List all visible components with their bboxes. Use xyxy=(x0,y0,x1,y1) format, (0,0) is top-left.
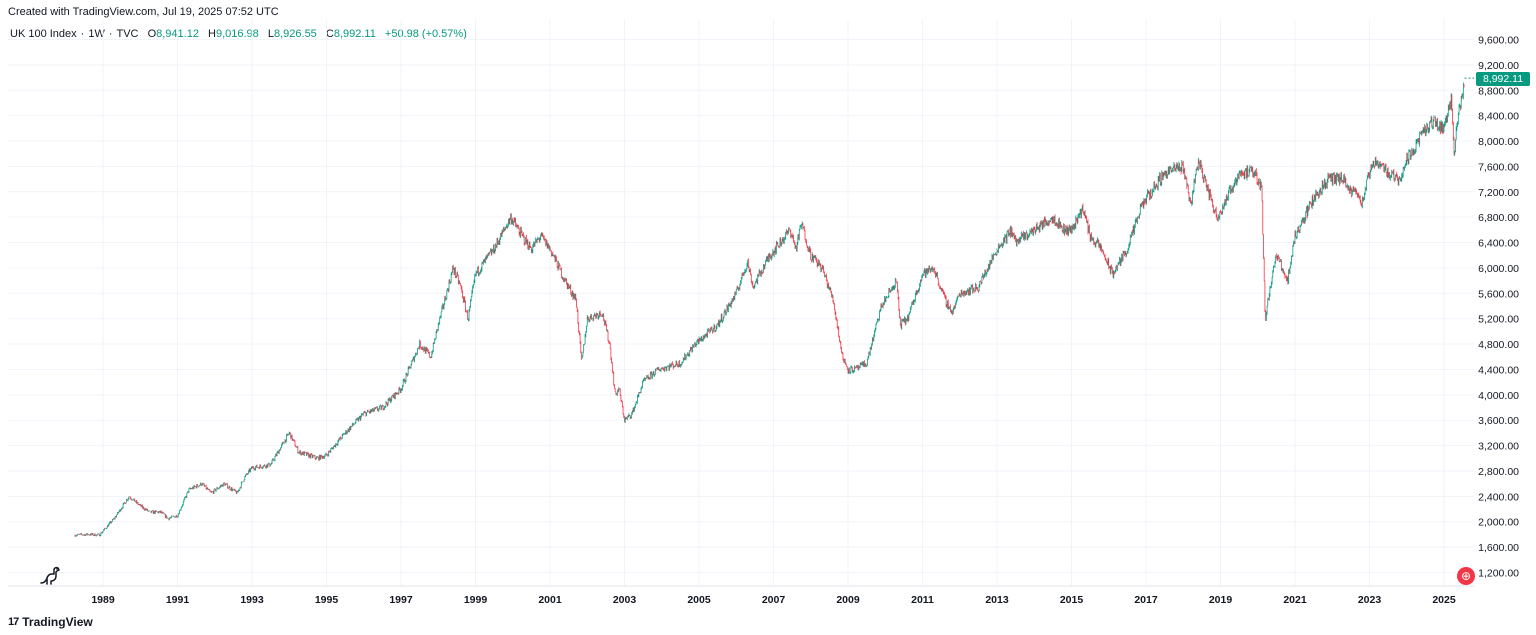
y-tick-label: 5,200.00 xyxy=(1478,314,1519,326)
x-tick-label: 1999 xyxy=(464,594,488,606)
low-label: L xyxy=(267,28,274,40)
y-tick-label: 6,400.00 xyxy=(1478,238,1519,250)
y-tick-label: 9,200.00 xyxy=(1478,60,1519,72)
x-tick-label: 1995 xyxy=(315,594,339,606)
x-tick-label: 2011 xyxy=(911,594,934,606)
y-tick-label: 2,400.00 xyxy=(1478,491,1519,503)
y-tick-label: 1,600.00 xyxy=(1478,542,1519,554)
close-value: 8,992.11 xyxy=(333,28,376,40)
x-tick-label: 2013 xyxy=(985,594,1009,606)
x-tick-label: 2003 xyxy=(613,594,637,606)
x-tick-label: 2015 xyxy=(1060,594,1084,606)
interval-label[interactable]: 1W xyxy=(88,28,105,40)
y-tick-label: 5,600.00 xyxy=(1478,288,1519,300)
flag-icon[interactable]: ⊕ xyxy=(1457,567,1475,585)
tradingview-logo-icon: 17 xyxy=(8,616,19,628)
x-tick-label: 1997 xyxy=(389,594,413,606)
dinosaur-icon[interactable] xyxy=(38,563,62,587)
x-tick-label: 1991 xyxy=(166,594,190,606)
y-tick-label: 8,400.00 xyxy=(1478,111,1519,123)
y-tick-label: 2,800.00 xyxy=(1478,466,1519,478)
chart-credit: Created with TradingView.com, Jul 19, 20… xyxy=(8,6,279,18)
x-tick-label: 2017 xyxy=(1134,594,1158,606)
y-tick-label: 2,000.00 xyxy=(1478,517,1519,529)
y-tick-label: 4,800.00 xyxy=(1478,339,1519,351)
symbol-name[interactable]: UK 100 Index xyxy=(10,28,77,40)
brand-name: TradingView xyxy=(22,615,93,629)
source-label: TVC xyxy=(116,28,139,40)
y-tick-label: 7,200.00 xyxy=(1478,187,1519,199)
y-tick-label: 4,000.00 xyxy=(1478,390,1519,402)
x-tick-label: 2025 xyxy=(1432,594,1456,606)
open-label: O xyxy=(147,28,157,40)
y-tick-label: 6,800.00 xyxy=(1478,212,1519,224)
high-label: H xyxy=(208,28,216,40)
y-tick-label: 1,200.00 xyxy=(1478,568,1519,580)
x-tick-label: 1989 xyxy=(91,594,115,606)
x-tick-label: 2021 xyxy=(1283,594,1307,606)
y-tick-label: 7,600.00 xyxy=(1478,161,1519,173)
candles xyxy=(74,82,1465,537)
y-tick-label: 8,000.00 xyxy=(1478,136,1519,148)
low-value: 8,926.55 xyxy=(273,28,317,40)
x-tick-label: 2005 xyxy=(687,594,711,606)
y-tick-label: 4,400.00 xyxy=(1478,364,1519,376)
x-tick-label: 2009 xyxy=(836,594,860,606)
change-value: +50.98 (+0.57%) xyxy=(384,28,467,40)
close-label: C xyxy=(325,28,334,40)
y-tick-label: 9,600.00 xyxy=(1478,35,1519,47)
x-tick-label: 2001 xyxy=(538,594,562,606)
y-tick-label: 8,800.00 xyxy=(1478,85,1519,97)
x-tick-label: 2023 xyxy=(1358,594,1382,606)
y-tick-label: 3,200.00 xyxy=(1478,441,1519,453)
x-tick-label: 1993 xyxy=(240,594,264,606)
y-tick-label: 3,600.00 xyxy=(1478,415,1519,427)
last-price-tag: 8,992.11 xyxy=(1476,72,1530,86)
ohlc-legend: UK 100 Index · 1W · TVC O8,941.12 H9,016.98 … xyxy=(10,28,467,40)
high-value: 9,016.98 xyxy=(215,28,259,40)
x-tick-label: 2007 xyxy=(762,594,786,606)
y-tick-label: 6,000.00 xyxy=(1478,263,1519,275)
brand-footer: 17 TradingView xyxy=(8,615,93,629)
x-tick-label: 2019 xyxy=(1209,594,1233,606)
